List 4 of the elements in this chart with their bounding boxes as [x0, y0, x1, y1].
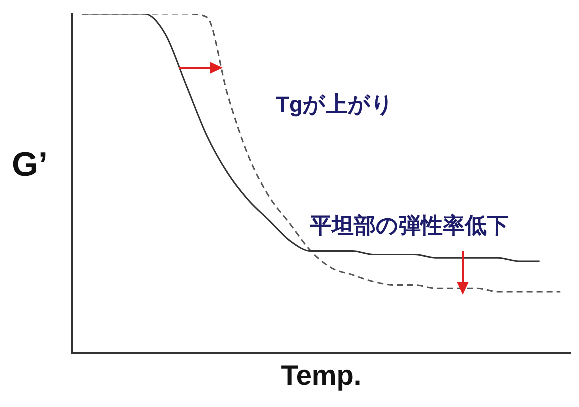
annotation: Tgが上がり — [276, 91, 394, 119]
y-axis-title: G’ — [12, 146, 48, 185]
annotation: 平坦部の弾性率低下 — [310, 212, 509, 240]
x-axis-title: Temp. — [280, 360, 363, 392]
